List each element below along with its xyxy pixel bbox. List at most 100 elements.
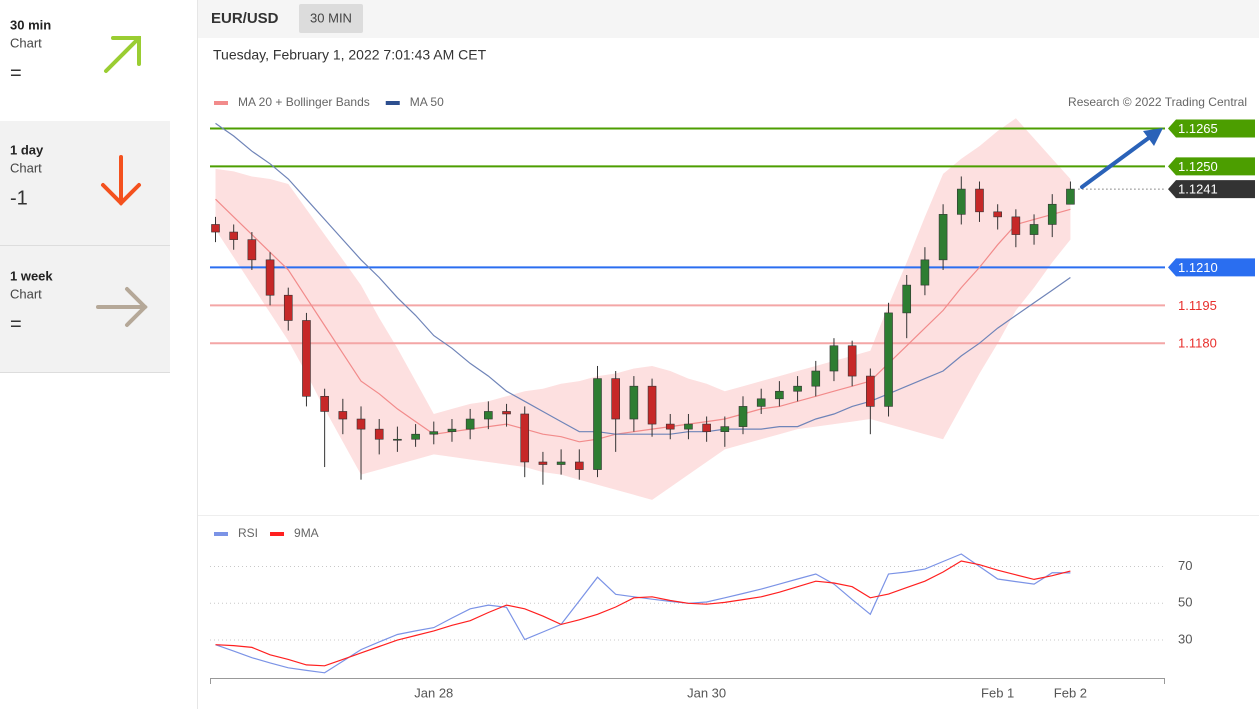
candle-body xyxy=(938,214,948,261)
candle-body xyxy=(611,378,620,420)
sidebar-signal: = xyxy=(10,313,22,335)
candle-body xyxy=(956,188,966,215)
ma-line xyxy=(215,198,1071,443)
price-chart: 1.1265 1.1250 1.1241 1.1210 1.1195 1.1180 MA 2… xyxy=(210,95,1255,500)
arrow-right-icon xyxy=(96,287,148,327)
candle-body xyxy=(574,461,584,470)
symbol: EUR/USD xyxy=(211,10,279,27)
target-arrow xyxy=(1080,128,1163,189)
legend-swatch xyxy=(214,532,228,536)
candle-body xyxy=(393,438,402,441)
candle-body xyxy=(647,385,657,425)
candle-body xyxy=(465,418,475,430)
sidebar-label: Chart xyxy=(10,35,42,50)
candle-body xyxy=(229,231,238,240)
level-label: 1.1210 xyxy=(1178,260,1218,275)
candle-body xyxy=(829,345,839,372)
candle-body xyxy=(993,211,1002,218)
sidebar-panel[interactable] xyxy=(0,0,170,120)
arrow-up-icon xyxy=(104,36,141,73)
candle-body xyxy=(429,431,439,435)
x-tick-label: Feb 1 xyxy=(981,685,1014,700)
level-tag xyxy=(1168,180,1255,199)
candle-body xyxy=(811,370,821,387)
header-bar xyxy=(198,0,1259,38)
candle-body xyxy=(702,423,711,432)
timestamp: Tuesday, February 1, 2022 7:01:43 AM CET xyxy=(213,47,487,63)
candle-body xyxy=(484,411,493,420)
candle-body xyxy=(665,423,675,430)
candle-body xyxy=(684,423,693,430)
credit: Research © 2022 Trading Central xyxy=(1068,95,1247,109)
interval-badge[interactable] xyxy=(299,4,363,33)
candle-body xyxy=(756,398,766,407)
candle-body xyxy=(884,312,893,407)
candle-body xyxy=(338,411,348,420)
candle-body xyxy=(975,188,984,213)
sidebar-interval: 1 day xyxy=(10,142,44,157)
candle-body xyxy=(211,224,220,233)
legend-label: RSI xyxy=(238,526,258,540)
y-tick-label: 70 xyxy=(1178,558,1192,573)
legend-swatch xyxy=(270,532,285,536)
x-tick-label: Jan 28 xyxy=(414,685,453,700)
candle-body xyxy=(902,284,912,314)
indicator-line xyxy=(215,553,1071,674)
candle-body xyxy=(556,461,566,465)
indicator-line xyxy=(215,560,1071,667)
legend-label: MA 50 xyxy=(410,95,444,109)
candle-body xyxy=(374,428,384,440)
x-tick-label: Jan 30 xyxy=(687,685,726,700)
candle-body xyxy=(775,390,784,400)
level-tag xyxy=(1168,157,1255,176)
candle-body xyxy=(520,413,530,463)
sidebar-label: Chart xyxy=(10,286,42,301)
level-label: 1.1180 xyxy=(1178,336,1217,351)
candle-body xyxy=(320,395,329,412)
candle-body xyxy=(720,426,730,432)
candle-body xyxy=(283,294,293,321)
candle-body xyxy=(866,375,875,407)
level-label: 1.1250 xyxy=(1178,159,1218,174)
candle-body xyxy=(593,378,602,470)
sidebar-signal: -1 xyxy=(10,187,28,209)
level-label: 1.1265 xyxy=(1178,121,1218,136)
level-label: 1.1195 xyxy=(1178,298,1217,313)
sidebar-interval: 1 week xyxy=(10,268,53,283)
sidebar-signal: = xyxy=(10,62,22,84)
candle-body xyxy=(247,239,257,261)
x-tick-label: Feb 2 xyxy=(1054,685,1087,700)
arrow-down-icon xyxy=(101,155,141,206)
candle-body xyxy=(356,418,366,430)
bollinger-band xyxy=(215,118,1071,500)
level-tag xyxy=(1168,258,1255,277)
sidebar-label: Chart xyxy=(10,160,42,175)
y-tick-label: 50 xyxy=(1178,595,1192,610)
candle-body xyxy=(411,433,420,440)
level-tag xyxy=(1168,119,1255,138)
candle-body xyxy=(265,259,275,296)
candle-body xyxy=(1011,216,1021,235)
rsi-chart: 30 50 70 Jan 28 Jan 30 Feb 1 Feb 2 RSI 9MA xyxy=(210,526,1192,700)
candle-body xyxy=(1029,224,1039,235)
candle-body xyxy=(629,385,639,420)
legend-swatch xyxy=(385,101,400,105)
legend-label: 9MA xyxy=(294,526,319,540)
candle-body xyxy=(920,259,930,286)
level-label: 1.1241 xyxy=(1178,182,1218,197)
candle-body xyxy=(738,406,748,427)
ma-line xyxy=(215,122,1071,435)
candle-body xyxy=(793,385,802,392)
interval: 30 MIN xyxy=(310,10,352,25)
candle-body xyxy=(847,345,857,377)
legend-swatch xyxy=(214,101,228,105)
candle-body xyxy=(447,428,457,432)
candle-body xyxy=(502,411,511,415)
candle-body xyxy=(1066,188,1075,205)
candle-body xyxy=(538,461,548,465)
legend-label: MA 20 + Bollinger Bands xyxy=(238,95,370,109)
candle-body xyxy=(1047,203,1057,225)
sidebar-panel[interactable] xyxy=(0,121,170,245)
